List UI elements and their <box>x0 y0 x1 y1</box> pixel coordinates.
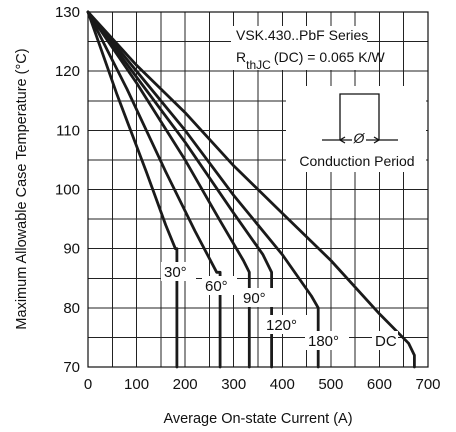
series-line-30 <box>86 10 179 369</box>
rth-value: (DC) = 0.065 K/W <box>274 49 386 65</box>
inset-box <box>286 86 426 172</box>
series-label-bg <box>240 288 275 307</box>
y-tick-label: 110 <box>56 122 80 139</box>
series-label-bg <box>202 276 237 295</box>
series-note: VSK.430..PbF Series <box>236 27 368 43</box>
rth-subscript: thJC <box>246 58 271 72</box>
series-label: DC <box>375 333 397 350</box>
y-tick-label: 130 <box>55 4 80 21</box>
inset-label: Conduction Period <box>299 153 414 169</box>
series-label: 60° <box>205 278 228 295</box>
series-label: 30° <box>164 264 187 281</box>
x-tick-label: 0 <box>84 376 92 393</box>
x-tick-label: 200 <box>173 376 198 393</box>
y-axis-title: Maximum Allowable Case Temperature (°C) <box>14 48 30 329</box>
series-line-dc <box>86 10 416 369</box>
x-tick-label: 100 <box>124 376 149 393</box>
x-tick-label: 300 <box>221 376 246 393</box>
series-label: 180° <box>308 333 339 350</box>
series-label: 120° <box>266 317 297 334</box>
series-line-90 <box>86 10 251 369</box>
series-label-bg <box>372 331 398 350</box>
tick-labels: 0 100 200 300 400 500 600 700 70 80 90 100 110 120 130 <box>55 4 441 393</box>
annotation-box <box>231 26 367 70</box>
y-tick-label: 70 <box>63 359 80 376</box>
phi-symbol: Ø <box>353 130 366 146</box>
series-label-bg <box>263 315 307 334</box>
rth-symbol: R <box>236 49 246 65</box>
series-lines <box>86 10 416 369</box>
y-tick-label: 120 <box>55 63 80 80</box>
series-label: 90° <box>243 290 266 307</box>
rth-note: RthJC (DC) = 0.065 K/W <box>236 49 385 72</box>
x-tick-label: 700 <box>415 376 440 393</box>
x-axis-title: Average On-state Current (A) <box>163 411 352 427</box>
series-label-bg <box>161 262 196 281</box>
series-labels: 30° 60° 90°120° 180° DC <box>161 262 398 350</box>
y-tick-label: 80 <box>63 300 80 317</box>
series-line-120 <box>86 10 274 369</box>
series-line-180 <box>86 10 320 369</box>
series-label-bg <box>305 331 349 350</box>
y-tick-label: 100 <box>55 182 80 199</box>
x-tick-label: 400 <box>270 376 295 393</box>
series-line-60 <box>86 10 222 369</box>
x-tick-label: 500 <box>318 376 343 393</box>
phi-bg <box>352 131 366 143</box>
y-tick-label: 90 <box>63 241 80 258</box>
x-tick-label: 600 <box>367 376 392 393</box>
plot-frame <box>87 11 429 368</box>
